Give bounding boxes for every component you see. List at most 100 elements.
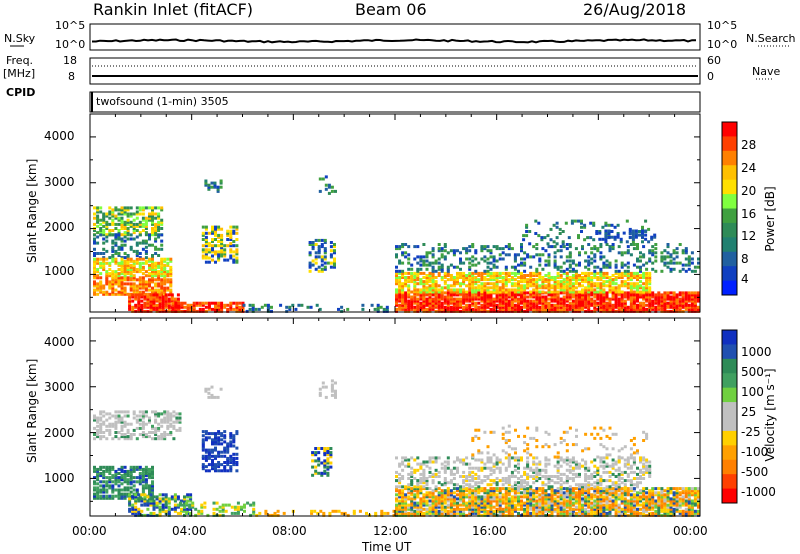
- heatmap-cell: [550, 505, 554, 509]
- heatmap-cell: [317, 457, 321, 461]
- heatmap-cell: [574, 305, 578, 309]
- heatmap-cell: [401, 271, 405, 275]
- heatmap-cell: [604, 232, 608, 235]
- heatmap-cell: [93, 222, 96, 226]
- heatmap-cell: [626, 307, 630, 311]
- heatmap-cell: [248, 303, 252, 307]
- heatmap-cell: [504, 309, 508, 313]
- heatmap-cell: [102, 490, 106, 494]
- heatmap-cell: [614, 505, 618, 509]
- heatmap-cell: [483, 301, 487, 305]
- heatmap-cell: [651, 299, 655, 303]
- heatmap-cell: [129, 435, 133, 439]
- heatmap-cell: [590, 495, 594, 499]
- velocity-heatmap-cells: [93, 379, 700, 517]
- heatmap-cell: [217, 430, 221, 434]
- xtick-1600: 16:00: [472, 524, 507, 538]
- heatmap-cell: [437, 511, 441, 515]
- heatmap-cell: [346, 307, 350, 311]
- heatmap-cell: [584, 278, 588, 282]
- heatmap-cell: [323, 449, 327, 453]
- heatmap-cell: [443, 509, 447, 513]
- heatmap-cell: [489, 497, 493, 501]
- heatmap-cell: [639, 309, 642, 313]
- heatmap-cell: [489, 491, 493, 495]
- heatmap-cell: [413, 505, 417, 509]
- heatmap-cell: [449, 505, 453, 509]
- heatmap-cell: [154, 428, 158, 432]
- heatmap-cell: [232, 463, 236, 467]
- heatmap-cell: [657, 295, 661, 299]
- heatmap-cell: [129, 247, 133, 251]
- heatmap-cell: [138, 418, 142, 422]
- heatmap-cell: [428, 503, 432, 507]
- heatmap-cell: [587, 271, 591, 275]
- heatmap-cell: [446, 309, 450, 313]
- site-title: Rankin Inlet (fitACF): [93, 0, 254, 19]
- heatmap-cell: [641, 227, 644, 231]
- heatmap-cell: [105, 249, 109, 253]
- heatmap-cell: [474, 297, 478, 301]
- heatmap-cell: [96, 492, 100, 496]
- heatmap-cell: [201, 465, 205, 469]
- heatmap-cell: [617, 274, 621, 277]
- heatmap-cell: [425, 267, 429, 271]
- heatmap-cell: [617, 288, 621, 292]
- heatmap-cell: [241, 301, 245, 305]
- heatmap-cell: [213, 181, 217, 185]
- heatmap-cell: [437, 303, 441, 307]
- heatmap-cell: [565, 286, 569, 290]
- heatmap-cell: [96, 208, 100, 212]
- heatmap-cell: [669, 267, 673, 271]
- heatmap-cell: [220, 301, 224, 305]
- heatmap-cell: [93, 480, 96, 484]
- heatmap-cell: [517, 297, 520, 301]
- heatmap-cell: [323, 265, 327, 269]
- heatmap-cell: [468, 295, 472, 299]
- heatmap-cell: [416, 245, 420, 249]
- heatmap-cell: [604, 233, 608, 237]
- heatmap-cell: [636, 284, 639, 288]
- heatmap-cell: [120, 233, 124, 237]
- heatmap-cell: [326, 447, 330, 450]
- heatmap-cell: [214, 469, 217, 473]
- heatmap-cell: [236, 509, 240, 513]
- heatmap-cell: [602, 511, 606, 515]
- heatmap-cell: [407, 271, 411, 275]
- heatmap-cell: [151, 278, 154, 282]
- heatmap-cell: [425, 276, 429, 279]
- heatmap-cell: [532, 301, 536, 305]
- heatmap-cell: [431, 507, 435, 511]
- heatmap-cell: [407, 284, 411, 288]
- heatmap-cell: [123, 472, 127, 475]
- heatmap-cell: [416, 501, 420, 505]
- heatmap-cell: [459, 299, 462, 303]
- heatmap-cell: [619, 240, 623, 244]
- heatmap-cell: [131, 507, 135, 511]
- heatmap-cell: [186, 303, 190, 307]
- heatmap-cell: [517, 303, 520, 307]
- heatmap-cell: [169, 431, 173, 434]
- heatmap-cell: [556, 299, 560, 303]
- heatmap-cell: [398, 276, 402, 279]
- heatmap-cell: [99, 286, 103, 290]
- heatmap-cell: [437, 271, 441, 275]
- heatmap-cell: [163, 268, 167, 271]
- heatmap-cell: [459, 499, 462, 503]
- heatmap-cell: [504, 295, 508, 299]
- heatmap-cell: [538, 497, 542, 501]
- heatmap-cell: [123, 480, 127, 484]
- heatmap-cell: [428, 307, 432, 311]
- heatmap-cell: [166, 274, 170, 278]
- heatmap-cell: [483, 305, 487, 309]
- heatmap-cell: [559, 274, 563, 277]
- heatmap-cell: [574, 297, 578, 301]
- heatmap-cell: [690, 291, 694, 295]
- heatmap-cell: [407, 278, 411, 282]
- heatmap-cell: [663, 309, 667, 313]
- heatmap-cell: [223, 250, 227, 254]
- heatmap-cell: [204, 254, 208, 258]
- heatmap-cell: [155, 495, 159, 499]
- heatmap-cell: [148, 278, 151, 282]
- heatmap-cell: [105, 276, 109, 280]
